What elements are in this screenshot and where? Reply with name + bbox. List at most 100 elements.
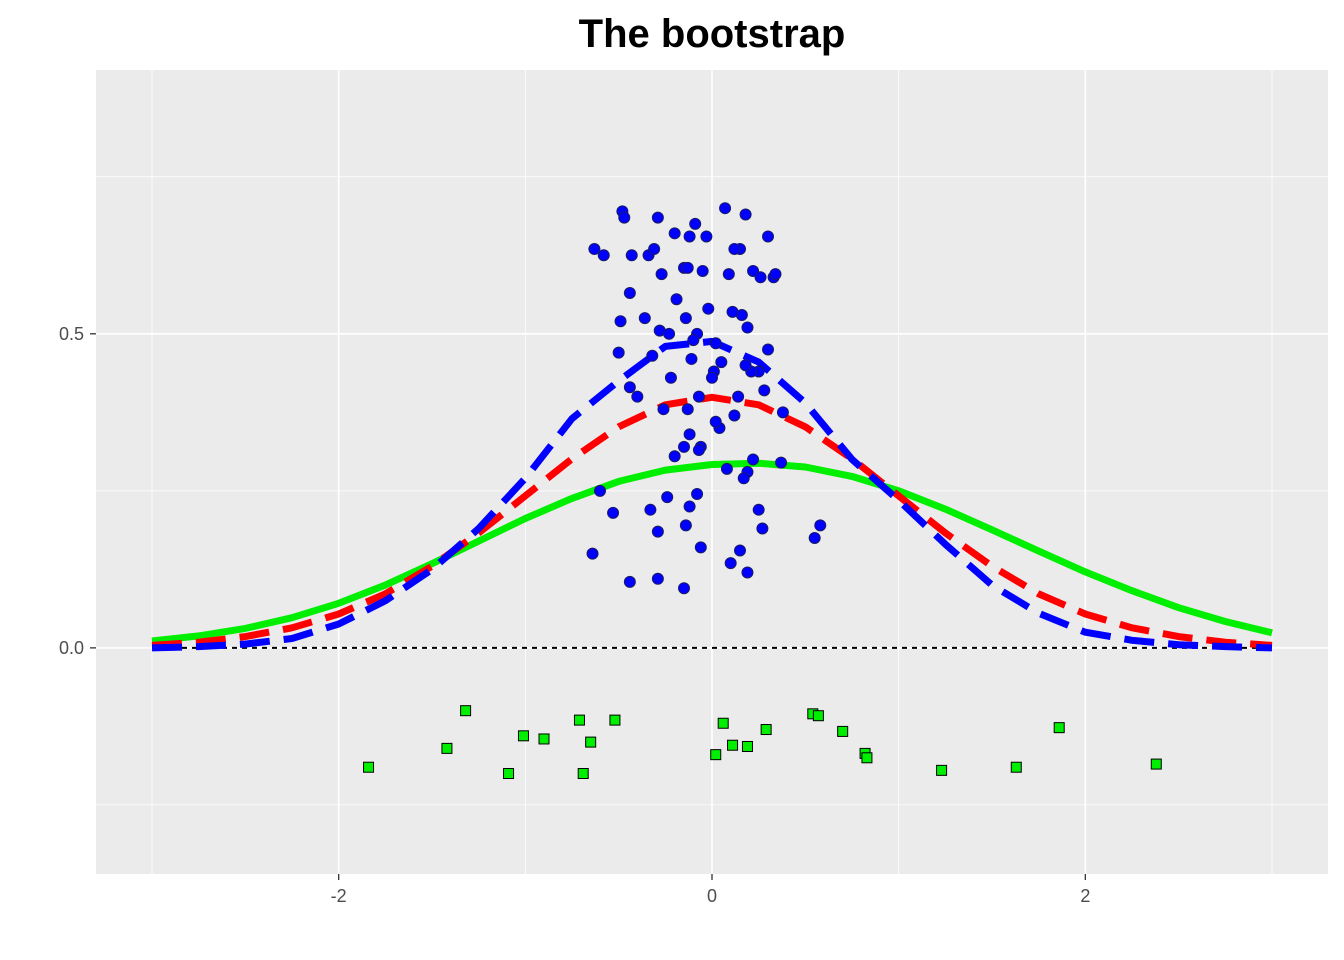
data-points — [363, 202, 1162, 779]
blue-point — [607, 506, 620, 519]
blue-point — [769, 268, 782, 281]
blue-point — [651, 572, 664, 585]
blue-point — [754, 271, 767, 284]
blue-point — [776, 406, 789, 419]
green-square-point — [1053, 722, 1065, 734]
blue-point — [737, 472, 750, 485]
blue-point — [668, 450, 681, 463]
blue-point — [720, 462, 733, 475]
green-square-point — [441, 742, 453, 754]
blue-point — [612, 346, 625, 359]
blue-point — [692, 390, 705, 403]
blue-point — [685, 352, 698, 365]
blue-point — [681, 261, 694, 274]
green-square-point — [837, 725, 849, 737]
blue-point — [739, 208, 752, 221]
blue-point — [719, 202, 732, 215]
blue-point — [734, 544, 746, 557]
blue-point — [657, 403, 670, 416]
blue-point — [638, 312, 651, 325]
blue-point — [758, 384, 771, 397]
blue-point — [724, 557, 737, 570]
y-axis: 0.0 0.5 — [59, 324, 96, 658]
blue-point — [623, 575, 636, 588]
blue-point — [644, 503, 657, 516]
blue-point — [661, 491, 674, 504]
y-tick-label: 0.5 — [59, 324, 84, 344]
blue-point — [683, 428, 696, 441]
blue-point — [732, 390, 745, 403]
blue-point — [741, 321, 754, 334]
blue-point — [715, 356, 728, 369]
blue-point — [689, 217, 702, 230]
density-line-0 — [151, 459, 1273, 645]
blue-point — [623, 381, 636, 394]
blue-point — [678, 582, 690, 595]
blue-point — [747, 453, 760, 466]
green-square-point — [812, 710, 824, 722]
blue-point — [679, 312, 692, 325]
blue-point — [739, 359, 752, 372]
blue-point — [683, 500, 696, 513]
blue-point — [664, 371, 677, 384]
green-square-point — [517, 730, 529, 742]
blue-point — [614, 315, 627, 328]
blue-point — [683, 230, 696, 243]
blue-point — [655, 268, 668, 281]
blue-point — [691, 487, 704, 500]
blue-point — [618, 211, 631, 224]
blue-point — [681, 403, 694, 416]
blue-point — [586, 547, 599, 560]
blue-point — [694, 541, 707, 554]
blue-point — [651, 525, 664, 538]
blue-point — [594, 484, 606, 497]
blue-point — [625, 249, 638, 262]
blue-point — [678, 440, 690, 453]
blue-point — [709, 415, 722, 428]
blue-point — [752, 503, 765, 516]
blue-point — [679, 519, 692, 532]
green-square-point — [1150, 758, 1162, 770]
green-square-point — [861, 752, 873, 764]
blue-point — [726, 305, 739, 318]
green-square-point — [741, 740, 753, 752]
green-square-point — [363, 761, 375, 773]
x-tick-label: 0 — [707, 886, 717, 906]
blue-point — [651, 211, 664, 224]
blue-point — [623, 286, 636, 299]
blue-point — [692, 444, 705, 457]
blue-point — [728, 409, 741, 422]
green-square-point — [585, 736, 597, 748]
green-square-point — [936, 764, 948, 776]
blue-point — [741, 566, 754, 579]
blue-point — [687, 334, 700, 347]
blue-point — [670, 293, 683, 306]
blue-point — [762, 343, 774, 356]
blue-point — [702, 302, 715, 315]
blue-point — [808, 531, 821, 544]
density-line-1 — [151, 393, 1273, 649]
blue-point — [597, 249, 610, 262]
blue-point — [700, 230, 713, 243]
chart-title: The bootstrap — [578, 12, 846, 56]
blue-point — [668, 227, 681, 240]
blue-point — [762, 230, 774, 243]
blue-point — [663, 327, 676, 340]
green-square-point — [710, 749, 722, 761]
y-tick-label: 0.0 — [59, 638, 84, 658]
blue-point — [706, 371, 718, 384]
x-tick-label: 2 — [1080, 886, 1090, 906]
green-square-point — [609, 714, 621, 726]
blue-point — [696, 265, 709, 277]
blue-point — [814, 519, 827, 532]
x-axis: -2 0 2 — [331, 874, 1090, 906]
blue-point — [646, 349, 659, 362]
blue-point — [709, 337, 722, 350]
blue-point — [728, 243, 741, 256]
green-square-point — [1010, 761, 1022, 773]
green-square-point — [577, 768, 589, 779]
blue-point — [775, 456, 788, 469]
green-square-point — [727, 739, 739, 751]
green-square-point — [573, 714, 585, 726]
